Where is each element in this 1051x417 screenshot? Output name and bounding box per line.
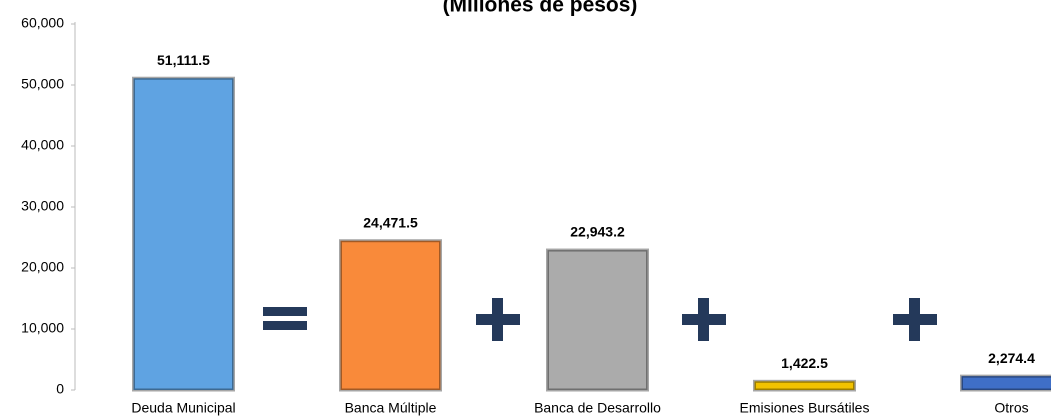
y-tick-label: 40,000 (21, 137, 64, 153)
bar (960, 374, 1051, 392)
y-tick-label: 60,000 (21, 15, 64, 31)
bar (753, 379, 856, 392)
y-tick-label: 0 (56, 381, 64, 397)
plus-sign (893, 298, 937, 341)
plus-sign (682, 298, 726, 341)
y-tick-label: 50,000 (21, 76, 64, 92)
chart-title: (Millones de pesos) (443, 0, 638, 17)
value-label: 24,471.5 (363, 214, 418, 230)
x-tick-label: Deuda Municipal (131, 400, 235, 416)
x-tick-label: Banca de Desarrollo (534, 400, 661, 416)
plus-sign (476, 298, 520, 341)
value-label: 22,943.2 (570, 224, 625, 240)
x-tick-label: Emisiones Bursátiles (740, 400, 870, 416)
y-tick-label: 20,000 (21, 259, 64, 275)
value-label: 51,111.5 (157, 52, 210, 68)
x-tick-label: Banca Múltiple (345, 400, 437, 416)
value-label: 1,422.5 (781, 355, 828, 371)
value-label: 2,274.4 (988, 350, 1035, 366)
y-tick-label: 30,000 (21, 198, 64, 214)
equals-sign (263, 307, 307, 330)
bar (339, 239, 442, 392)
bar (132, 76, 235, 392)
y-tick-label: 10,000 (21, 320, 64, 336)
bar (546, 248, 649, 392)
x-tick-label: Otros (994, 400, 1028, 416)
